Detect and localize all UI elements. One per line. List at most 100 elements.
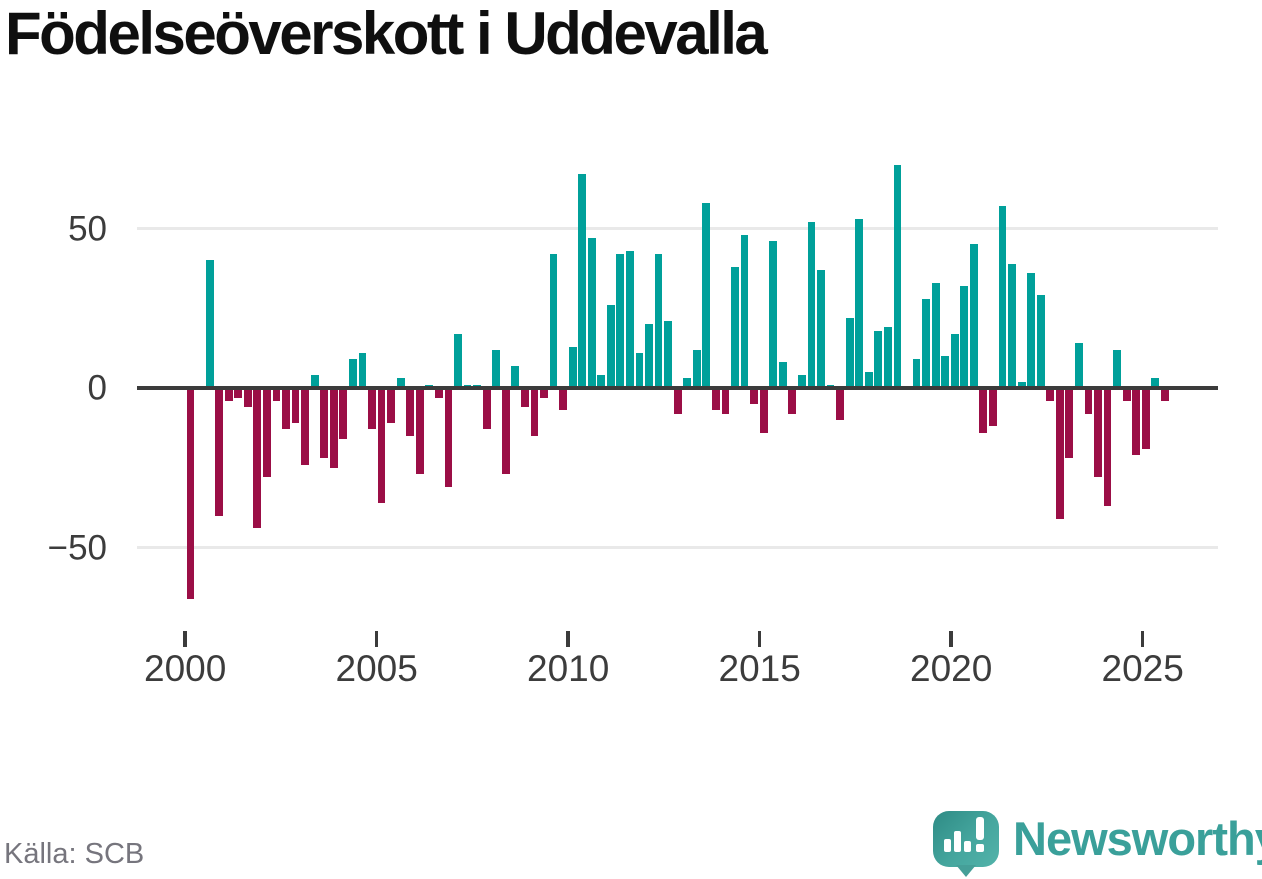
bar-2018Q2 <box>883 327 892 388</box>
bar-2016Q2 <box>807 222 816 388</box>
bar-2014Q3 <box>740 234 749 388</box>
newsworthy-wordmark: Newsworthy <box>1013 812 1262 865</box>
bar-2023Q2 <box>1075 343 1083 388</box>
x-axis-label: 2005 <box>335 648 418 689</box>
gridline--50 <box>137 546 1218 549</box>
bar-2006Q1 <box>415 388 424 475</box>
bar-2014Q2 <box>731 266 739 388</box>
x-axis-tick <box>949 631 953 647</box>
bar-2006Q4 <box>444 388 453 487</box>
bar-2011Q1 <box>606 305 615 388</box>
bar-2023Q3 <box>1084 388 1093 414</box>
bar-2001Q4 <box>253 388 262 529</box>
bar-2004Q1 <box>339 388 348 440</box>
bar-2004Q3 <box>358 352 367 388</box>
bar-2001Q3 <box>243 388 252 408</box>
bar-2011Q3 <box>626 250 634 388</box>
bar-2015Q1 <box>759 388 768 433</box>
bar-2022Q2 <box>1036 295 1045 388</box>
bar-2013Q3 <box>702 202 711 388</box>
logo-bar-icon <box>944 839 951 852</box>
x-axis-label: 2000 <box>144 648 227 689</box>
bar-2022Q1 <box>1027 273 1036 388</box>
bar-2005Q2 <box>387 388 395 424</box>
bar-2001Q1 <box>224 388 233 401</box>
bar-2005Q1 <box>377 388 386 503</box>
bar-2019Q4 <box>941 356 950 388</box>
bar-2025Q3 <box>1161 388 1169 401</box>
x-axis-label: 2025 <box>1101 648 1184 689</box>
bar-2015Q4 <box>788 388 797 414</box>
bar-2009Q2 <box>540 388 548 398</box>
bar-2021Q1 <box>989 388 997 427</box>
bar-2025Q1 <box>1141 388 1150 449</box>
bar-2024Q2 <box>1113 349 1122 388</box>
bar-2013Q1 <box>683 378 692 388</box>
bar-2024Q3 <box>1122 388 1131 401</box>
bar-2021Q4 <box>1017 381 1026 388</box>
bar-2020Q1 <box>950 333 959 388</box>
bar-2004Q2 <box>349 359 357 388</box>
bar-2008Q2 <box>501 388 510 475</box>
bar-2022Q4 <box>1055 388 1064 519</box>
x-axis-label: 2010 <box>527 648 610 689</box>
bar-2001Q2 <box>234 388 243 398</box>
logo-exclamation-icon <box>976 817 984 840</box>
bar-2011Q4 <box>635 352 644 388</box>
bar-2021Q3 <box>1008 263 1016 388</box>
chart-title: Födelseöverskott i Uddevalla <box>5 0 768 67</box>
bar-2000Q3 <box>205 260 214 388</box>
logo-bar-icon <box>964 841 971 852</box>
bar-2012Q2 <box>654 254 663 388</box>
bar-2005Q3 <box>396 378 405 388</box>
bar-2000Q1 <box>186 388 195 599</box>
bar-2005Q4 <box>406 388 415 436</box>
bar-2003Q2 <box>310 375 319 388</box>
x-axis-label: 2020 <box>910 648 993 689</box>
bar-2017Q4 <box>864 372 873 388</box>
bar-2023Q4 <box>1094 388 1102 478</box>
x-axis-tick <box>374 631 379 647</box>
bar-2020Q4 <box>979 388 988 433</box>
bar-2007Q1 <box>454 333 462 388</box>
bar-2018Q1 <box>874 330 883 388</box>
bar-2011Q2 <box>616 254 625 388</box>
bar-2010Q1 <box>568 346 577 388</box>
x-axis-tick <box>183 631 187 647</box>
bar-2007Q4 <box>482 388 491 430</box>
bar-2010Q4 <box>597 375 606 388</box>
bar-2019Q1 <box>912 359 921 388</box>
bar-2017Q2 <box>845 317 854 388</box>
bar-2008Q4 <box>520 388 529 408</box>
bar-2003Q3 <box>320 388 329 459</box>
bar-2009Q3 <box>549 254 558 388</box>
bar-2025Q2 <box>1151 378 1160 388</box>
bar-2016Q3 <box>817 269 825 388</box>
bar-2000Q4 <box>215 388 224 516</box>
bar-2003Q1 <box>301 388 310 465</box>
bar-2021Q2 <box>998 206 1007 388</box>
bar-2002Q2 <box>272 388 281 401</box>
bar-2019Q2 <box>922 298 930 388</box>
y-axis-label: 0 <box>87 368 107 408</box>
bar-2016Q1 <box>797 375 806 388</box>
newsworthy-logo[interactable]: Newsworthy <box>933 811 1262 877</box>
logo-bar-icon <box>954 831 961 852</box>
bar-2009Q1 <box>530 388 539 436</box>
bar-2014Q1 <box>721 388 730 414</box>
bar-2013Q2 <box>692 349 701 388</box>
bar-2004Q4 <box>368 388 376 430</box>
x-axis-tick <box>757 631 762 647</box>
bar-2019Q3 <box>931 282 940 388</box>
bar-2024Q4 <box>1132 388 1141 455</box>
bar-2003Q4 <box>329 388 338 468</box>
bar-2020Q2 <box>960 285 969 388</box>
bar-2006Q3 <box>434 388 443 398</box>
bar-2015Q2 <box>769 241 778 388</box>
logo-bubble-tail <box>956 865 976 877</box>
bar-2012Q3 <box>664 321 673 388</box>
y-axis-label: 50 <box>68 209 107 248</box>
bar-2002Q1 <box>263 388 271 478</box>
bar-2015Q3 <box>778 362 787 388</box>
